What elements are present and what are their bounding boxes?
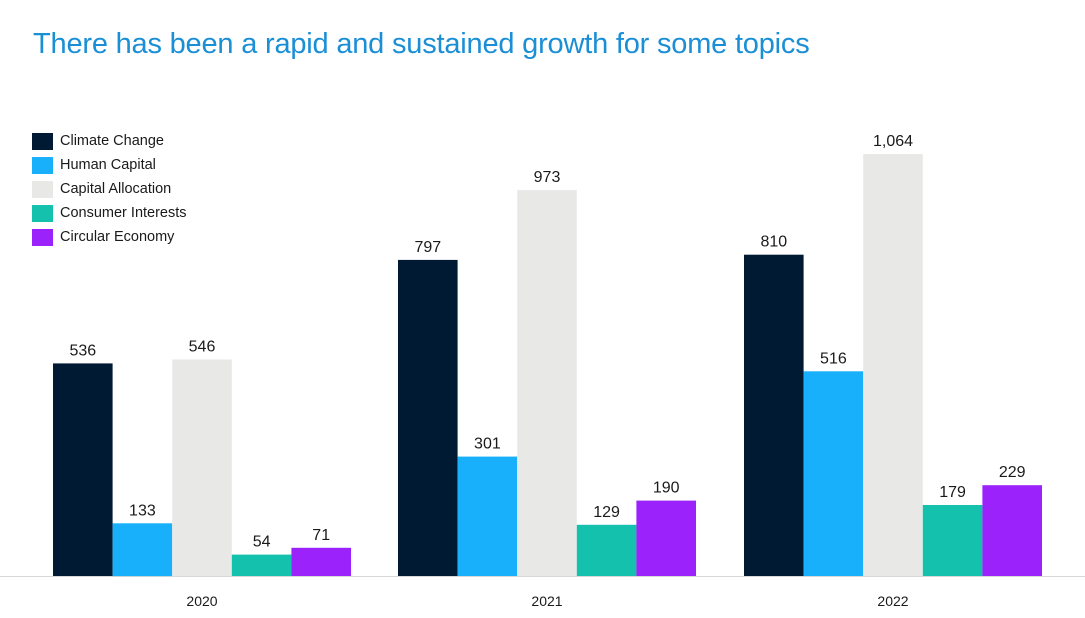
legend-swatch bbox=[32, 156, 53, 174]
legend-item-circular-economy: Circular Economy bbox=[32, 225, 187, 249]
data-label-consumer-interests-2020: 54 bbox=[253, 534, 271, 551]
bar-human-capital-2022 bbox=[803, 371, 864, 576]
bar-human-capital-2020 bbox=[112, 523, 173, 577]
legend-label: Circular Economy bbox=[60, 229, 175, 245]
data-label-consumer-interests-2021: 129 bbox=[593, 504, 620, 521]
bar-consumer-interests-2022 bbox=[922, 505, 983, 576]
data-label-capital-allocation-2022: 1,064 bbox=[873, 133, 913, 150]
legend-label: Capital Allocation bbox=[60, 181, 172, 197]
bar-human-capital-2021 bbox=[457, 456, 518, 576]
bar-capital-allocation-2021 bbox=[517, 190, 577, 576]
data-label-human-capital-2022: 516 bbox=[820, 350, 847, 367]
bar-capital-allocation-2020 bbox=[172, 359, 232, 576]
chart-legend: Climate Change Human Capital Capital Alloc… bbox=[32, 129, 187, 249]
data-label-human-capital-2021: 301 bbox=[474, 436, 501, 453]
data-label-climate-change-2020: 536 bbox=[69, 342, 96, 359]
data-label-circular-economy-2021: 190 bbox=[653, 480, 680, 497]
legend-swatch bbox=[32, 132, 53, 150]
bar-climate-change-2021 bbox=[398, 259, 458, 576]
bar-capital-allocation-2022 bbox=[863, 154, 923, 576]
legend-label: Human Capital bbox=[60, 157, 156, 173]
legend-item-capital-allocation: Capital Allocation bbox=[32, 177, 187, 201]
data-label-circular-economy-2020: 71 bbox=[312, 527, 330, 544]
bar-circular-economy-2020 bbox=[291, 547, 351, 576]
data-label-capital-allocation-2021: 973 bbox=[534, 169, 561, 186]
legend-item-human-capital: Human Capital bbox=[32, 153, 187, 177]
data-label-consumer-interests-2022: 179 bbox=[939, 484, 966, 501]
bar-consumer-interests-2020 bbox=[231, 554, 292, 576]
legend-label: Climate Change bbox=[60, 133, 164, 149]
data-label-climate-change-2021: 797 bbox=[414, 239, 441, 256]
legend-item-consumer-interests: Consumer Interests bbox=[32, 201, 187, 225]
legend-swatch bbox=[32, 180, 53, 198]
legend-swatch bbox=[32, 228, 53, 246]
legend-item-climate-change: Climate Change bbox=[32, 129, 187, 153]
legend-swatch bbox=[32, 204, 53, 222]
bar-circular-economy-2022 bbox=[982, 485, 1042, 576]
x-tick-label-2022: 2022 bbox=[877, 593, 908, 609]
data-label-human-capital-2020: 133 bbox=[129, 502, 156, 519]
data-label-circular-economy-2022: 229 bbox=[999, 464, 1026, 481]
bar-consumer-interests-2021 bbox=[576, 524, 637, 576]
data-label-capital-allocation-2020: 546 bbox=[189, 338, 216, 355]
legend-label: Consumer Interests bbox=[60, 205, 187, 221]
data-label-climate-change-2022: 810 bbox=[760, 234, 787, 251]
bar-climate-change-2020 bbox=[53, 363, 113, 576]
x-tick-label-2020: 2020 bbox=[186, 593, 217, 609]
chart-title: There has been a rapid and sustained gro… bbox=[33, 28, 810, 60]
bar-climate-change-2022 bbox=[744, 254, 804, 576]
bar-circular-economy-2021 bbox=[636, 500, 696, 576]
x-tick-label-2021: 2021 bbox=[531, 593, 562, 609]
